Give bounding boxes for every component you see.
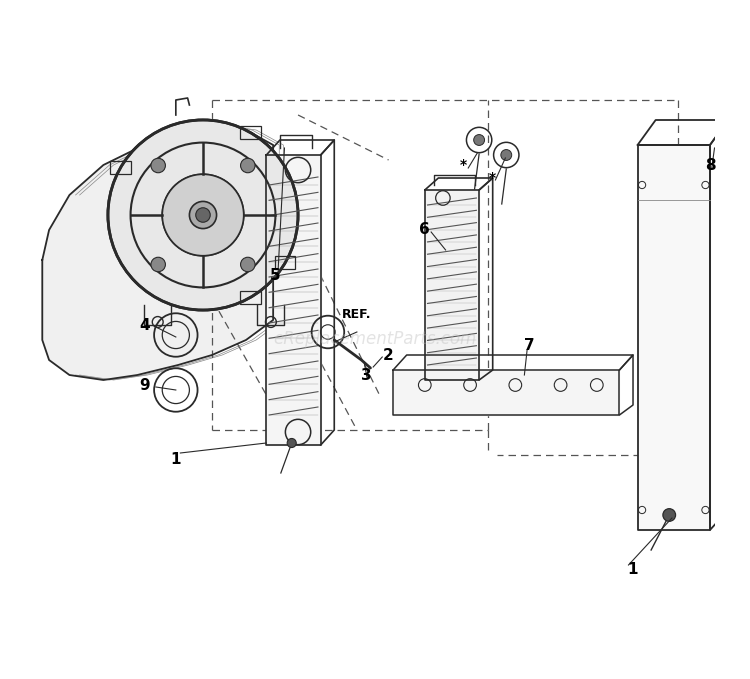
- Polygon shape: [266, 155, 321, 445]
- Circle shape: [190, 202, 217, 229]
- Text: 2: 2: [383, 348, 394, 363]
- Text: 1: 1: [628, 562, 638, 578]
- Polygon shape: [638, 145, 710, 530]
- Text: 4: 4: [139, 318, 149, 333]
- Circle shape: [196, 208, 210, 222]
- Text: eReplacementParts.com: eReplacementParts.com: [273, 331, 477, 348]
- Circle shape: [108, 120, 298, 310]
- Text: 8: 8: [705, 158, 716, 172]
- Text: 5: 5: [270, 268, 280, 282]
- Circle shape: [474, 134, 484, 145]
- Circle shape: [287, 439, 296, 447]
- Bar: [110, 161, 130, 175]
- Circle shape: [151, 257, 166, 272]
- Circle shape: [241, 257, 255, 272]
- Text: *: *: [489, 171, 496, 185]
- Bar: [240, 291, 261, 304]
- Text: *: *: [460, 158, 467, 172]
- Circle shape: [162, 175, 244, 256]
- Polygon shape: [393, 370, 620, 415]
- Circle shape: [241, 158, 255, 172]
- Polygon shape: [424, 190, 479, 380]
- Circle shape: [501, 149, 512, 160]
- Text: 3: 3: [361, 367, 371, 382]
- Text: REF.: REF.: [342, 308, 372, 321]
- Bar: [275, 256, 296, 270]
- Polygon shape: [42, 125, 273, 380]
- Bar: [240, 126, 261, 139]
- Text: 6: 6: [419, 223, 430, 238]
- Text: 7: 7: [524, 337, 534, 352]
- Text: 9: 9: [139, 378, 149, 392]
- Circle shape: [663, 509, 676, 521]
- Text: 1: 1: [170, 452, 181, 468]
- Circle shape: [151, 158, 166, 172]
